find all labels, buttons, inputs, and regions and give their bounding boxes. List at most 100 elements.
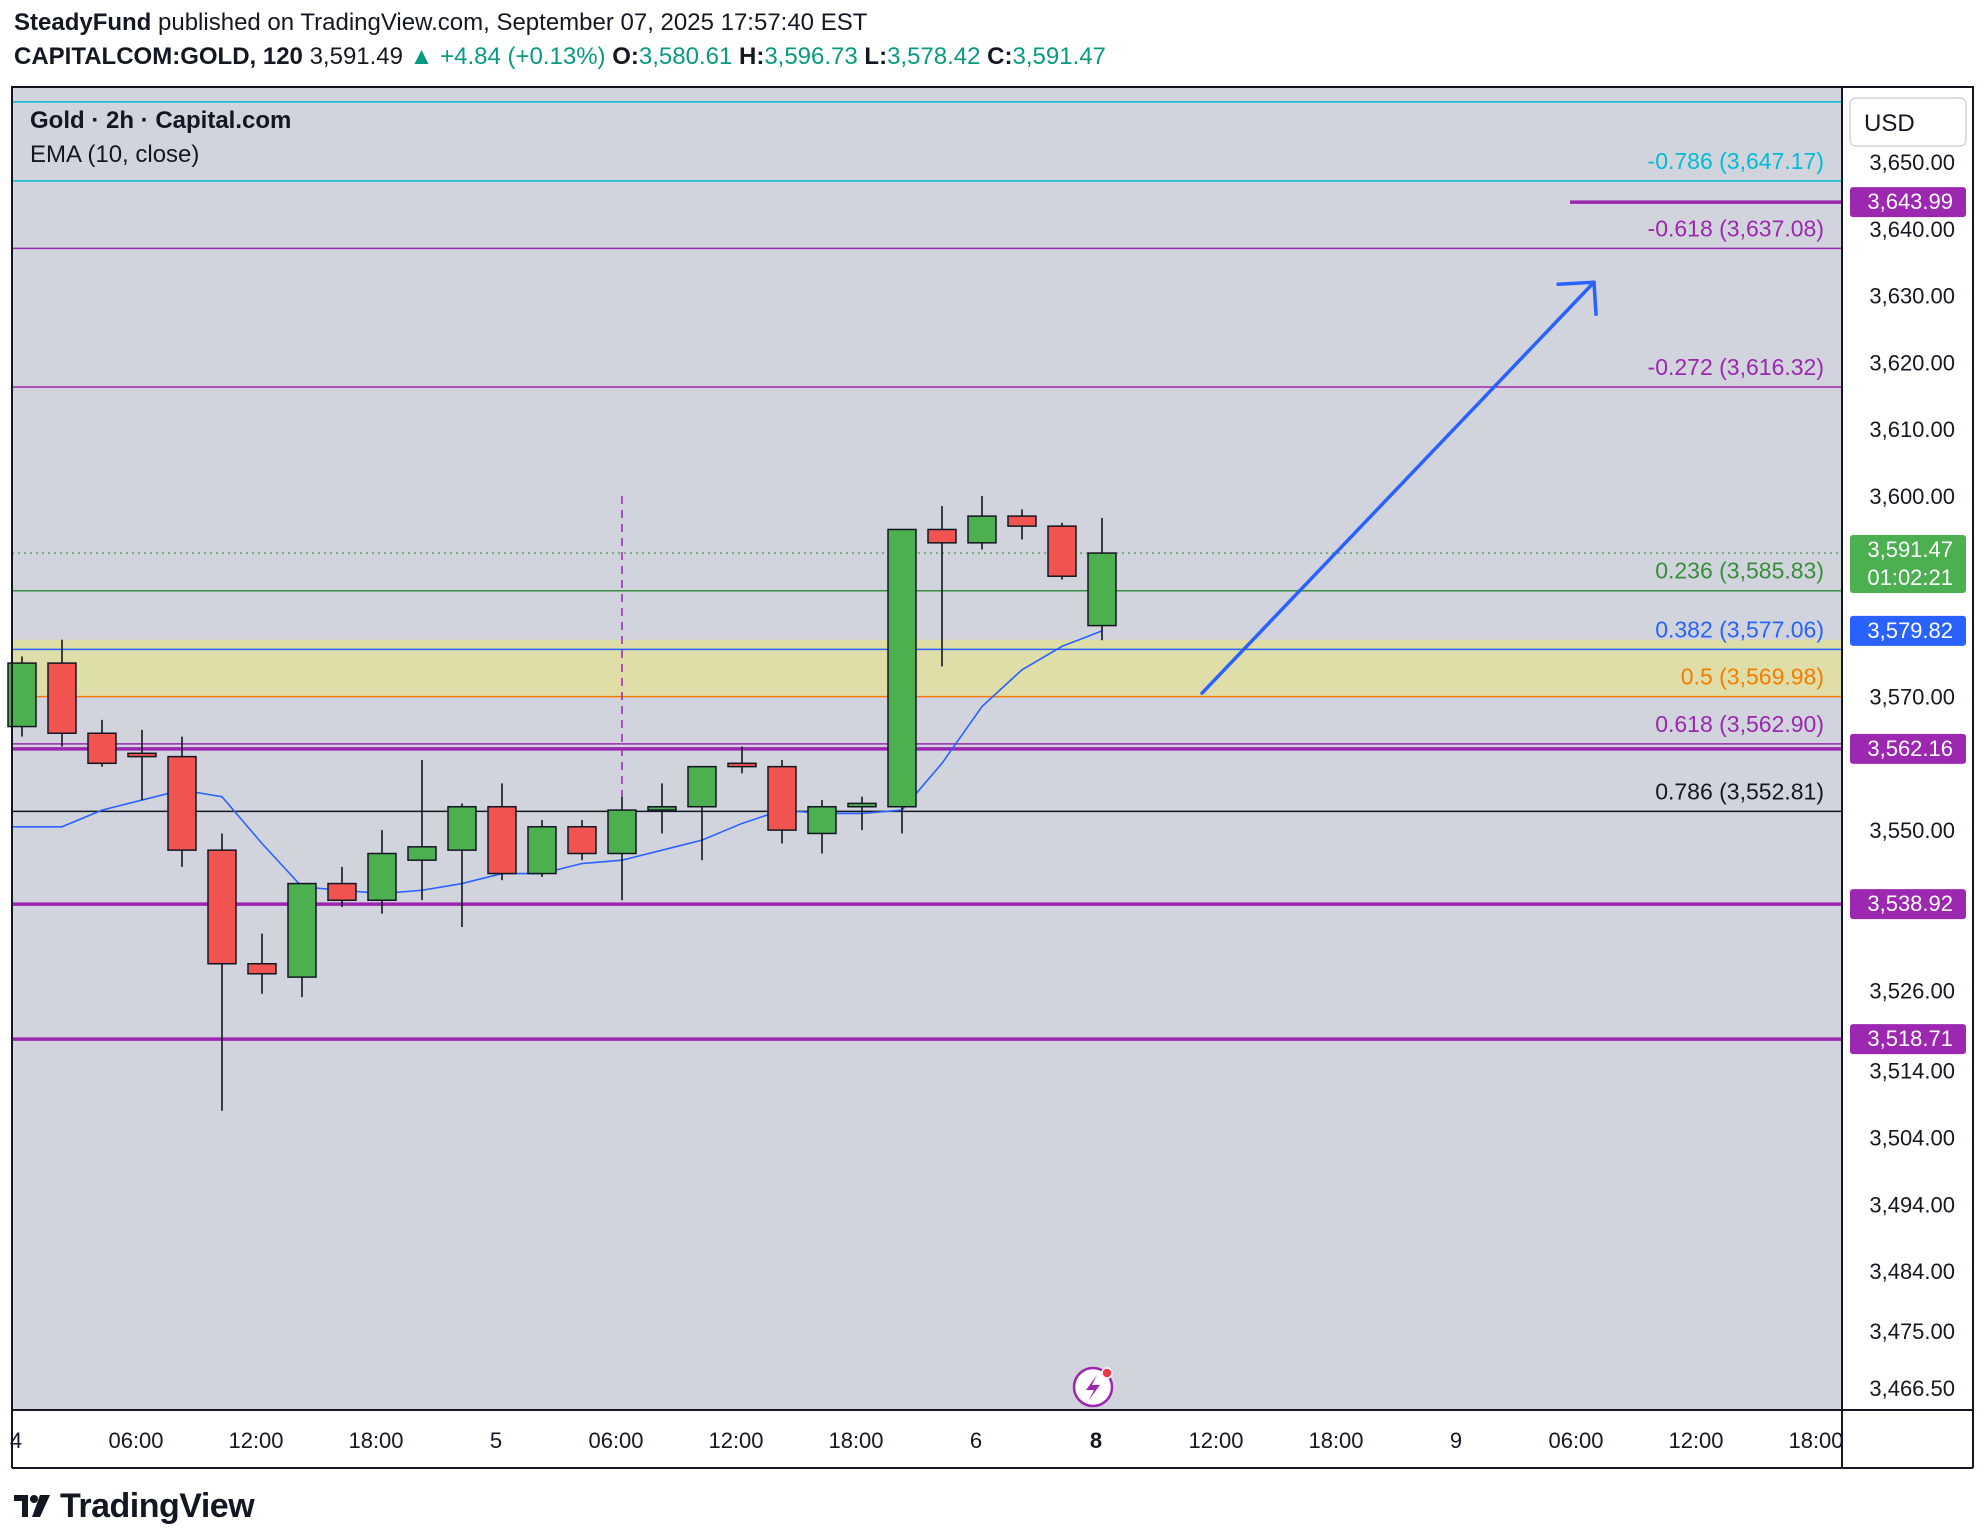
level-price-tag-box[interactable] <box>1850 733 1966 764</box>
ema-line[interactable] <box>12 630 1103 895</box>
price-change: ▲ +4.84 (+0.13%) <box>409 43 606 70</box>
candle[interactable] <box>927 506 957 667</box>
level-price-tag-label[interactable]: 3,538.92 <box>1867 891 1953 916</box>
arrow-head[interactable] <box>1556 280 1598 317</box>
candle[interactable] <box>647 783 677 834</box>
candle-body <box>607 809 637 855</box>
tradingview-logo-icon[interactable] <box>12 1491 52 1521</box>
candle[interactable] <box>1007 509 1037 540</box>
candle-body <box>47 662 77 734</box>
candle[interactable] <box>247 933 277 994</box>
flash-icon[interactable] <box>1072 1366 1114 1408</box>
candle-body <box>327 882 357 902</box>
arrow-shaft[interactable] <box>1200 280 1596 695</box>
candle-body <box>527 826 557 875</box>
fib-level-label[interactable]: 0.618 (3,562.90) <box>1655 711 1824 737</box>
fib-level-label[interactable]: 0.786 (3,552.81) <box>1655 778 1824 804</box>
open-value: 3,580.61 <box>638 43 733 70</box>
candle[interactable] <box>887 528 917 834</box>
candle-body <box>1007 515 1037 527</box>
candle[interactable] <box>567 820 597 861</box>
price-tick-label: 3,475.00 <box>1869 1319 1955 1344</box>
time-tick-label: 12:00 <box>228 1428 283 1453</box>
time-axis[interactable]: 4 06:00 12:00 18:00 5 06:00 12:00 18:00 6 8 12:00 1… <box>10 1411 1972 1467</box>
candle[interactable] <box>1047 522 1077 580</box>
candle[interactable] <box>327 866 357 907</box>
candle-body <box>247 962 277 975</box>
currency-button-box[interactable] <box>1849 97 1967 147</box>
time-tick-label: 18:00 <box>828 1428 883 1453</box>
last-price: 3,591.49 <box>309 43 403 70</box>
candle[interactable] <box>207 833 237 1111</box>
candle-body <box>767 765 797 831</box>
level-price-tag-label[interactable]: 3,518.71 <box>1867 1026 1953 1051</box>
currency-button[interactable]: USD <box>1849 97 1967 147</box>
fib-labels: -0.786 (3,647.17) -0.618 (3,637.08) -0.272… <box>1648 148 1824 804</box>
candle[interactable] <box>967 496 997 550</box>
fib-level-label[interactable]: -0.272 (3,616.32) <box>1648 354 1824 380</box>
price-axis[interactable]: 3,650.00 3,640.00 3,630.00 3,620.00 3,610.00… <box>1843 88 1972 1409</box>
price-tag-countdown[interactable]: 01:02:21 <box>1867 565 1953 590</box>
candle[interactable] <box>407 759 437 901</box>
level-price-tag-label[interactable]: 3,562.16 <box>1867 736 1953 761</box>
candle-body <box>367 852 397 902</box>
candle-body <box>687 765 717 808</box>
fib-level-label[interactable]: -0.618 (3,637.08) <box>1648 215 1824 241</box>
level-price-tag-box[interactable] <box>1850 889 1966 920</box>
open-label: O: <box>612 43 639 70</box>
chart-legend: Gold · 2h · Capital.com EMA (10, close) <box>30 107 291 168</box>
level-price-tag-box[interactable] <box>1850 1024 1966 1055</box>
ema-layer <box>12 630 1103 895</box>
high-value: 3,596.73 <box>764 43 858 70</box>
price-tick-label: 3,494.00 <box>1869 1192 1955 1217</box>
fib-level-label[interactable]: 0.5 (3,569.98) <box>1681 664 1824 690</box>
candle-body <box>927 528 957 544</box>
candle[interactable] <box>487 783 517 881</box>
candle[interactable] <box>767 759 797 844</box>
candle[interactable] <box>1087 517 1117 641</box>
price-chart[interactable]: -0.786 (3,647.17) -0.618 (3,637.08) -0.272… <box>0 0 1986 1480</box>
level-price-tag-label[interactable]: 3,643.99 <box>1867 189 1953 214</box>
candle-body <box>727 762 757 768</box>
time-tick-label: 12:00 <box>1188 1428 1243 1453</box>
legend-indicator[interactable]: EMA (10, close) <box>30 141 199 168</box>
candle[interactable] <box>807 800 837 854</box>
flash-icon-dot <box>1101 1367 1113 1379</box>
price-tick-label: 3,630.00 <box>1869 284 1955 309</box>
candle[interactable] <box>687 765 717 861</box>
tradingview-brand[interactable]: TradingView <box>60 1486 255 1525</box>
candle[interactable] <box>527 820 557 877</box>
candle-body <box>287 882 317 978</box>
currency-label[interactable]: USD <box>1864 110 1915 137</box>
price-tick-label: 3,466.50 <box>1869 1376 1955 1401</box>
candle-body <box>167 755 197 851</box>
price-tag-label[interactable]: 3,591.47 <box>1867 537 1953 562</box>
candle[interactable] <box>127 729 157 801</box>
author-name[interactable]: SteadyFund <box>14 9 152 36</box>
fib-zone-band <box>12 639 1842 697</box>
price-tick-label: 3,526.00 <box>1869 978 1955 1003</box>
projection-arrow[interactable] <box>1200 280 1598 695</box>
price-tag-label[interactable]: 3,579.82 <box>1867 618 1953 643</box>
candle-body <box>567 826 597 855</box>
candle[interactable] <box>287 882 317 998</box>
fib-level-label[interactable]: 0.382 (3,577.06) <box>1655 616 1824 642</box>
candle[interactable] <box>727 746 757 774</box>
candle[interactable] <box>87 719 117 767</box>
candle-body <box>1087 552 1117 627</box>
candle[interactable] <box>367 830 397 914</box>
candle[interactable] <box>607 796 637 901</box>
fib-level-label[interactable]: -0.786 (3,647.17) <box>1648 148 1824 174</box>
fib-level-label[interactable]: 0.236 (3,585.83) <box>1655 558 1824 584</box>
level-price-tag-box[interactable] <box>1850 187 1966 218</box>
price-tag-box[interactable] <box>1850 615 1966 646</box>
candle[interactable] <box>47 639 77 747</box>
time-tick-label: 12:00 <box>708 1428 763 1453</box>
candle[interactable] <box>167 736 197 867</box>
candle[interactable] <box>847 796 877 831</box>
candle[interactable] <box>447 803 477 927</box>
candle-body <box>407 846 437 861</box>
close-value: 3,591.47 <box>1012 43 1106 70</box>
price-tag-box[interactable] <box>1850 535 1966 594</box>
legend-title[interactable]: Gold · 2h · Capital.com <box>30 107 291 134</box>
